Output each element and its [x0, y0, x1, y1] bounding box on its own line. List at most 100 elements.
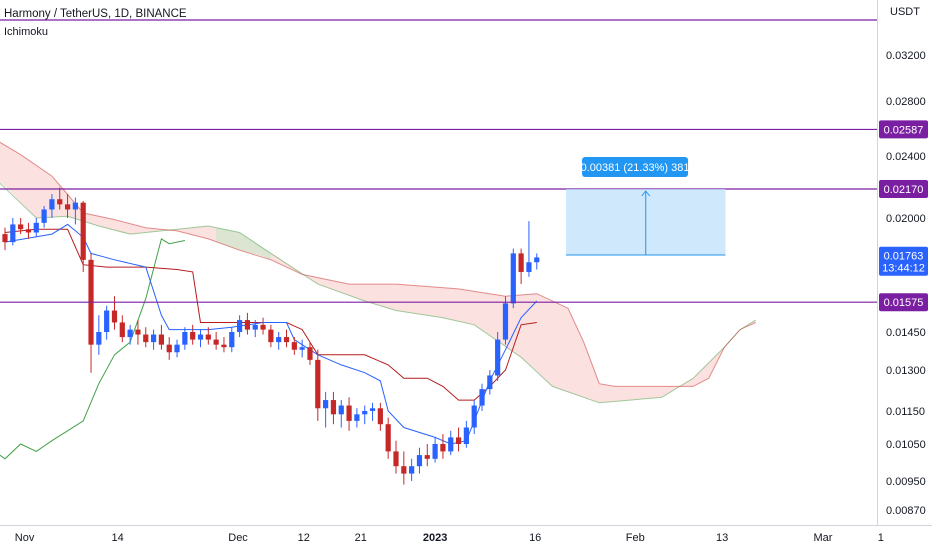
candle-body	[197, 334, 204, 340]
candle-body	[448, 437, 454, 452]
measure-tool[interactable]: 0.00381 (21.33%) 381	[566, 157, 726, 256]
indicator-label[interactable]: Ichimoku	[4, 26, 49, 38]
candle	[448, 430, 454, 456]
candle	[229, 327, 235, 353]
candle-body	[495, 339, 501, 376]
conversion-line	[4, 223, 538, 445]
candle-body	[346, 405, 352, 421]
candle-body	[237, 320, 243, 332]
y-tick-label: 0.03200	[886, 50, 926, 62]
candle	[111, 296, 118, 330]
candle	[25, 222, 32, 239]
candle-body	[401, 466, 407, 474]
candle	[534, 253, 540, 270]
current-price-tag[interactable]	[879, 246, 928, 276]
candle-body	[143, 334, 149, 343]
candle-body	[2, 234, 8, 243]
ichimoku-cloud	[0, 141, 756, 404]
level-price-label: 0.02587	[884, 124, 924, 136]
y-tick-label: 0.00870	[886, 505, 926, 517]
x-tick-label: 16	[529, 532, 541, 544]
candle-body	[510, 253, 516, 304]
candle	[49, 194, 55, 218]
time-axis[interactable]: Nov 14 Dec 12 21 2023 16 Feb 13 Mar 1	[0, 525, 932, 545]
candle-body	[518, 253, 524, 272]
candle	[276, 332, 282, 350]
level-price-label-bg	[879, 180, 928, 198]
level-price-label: 0.02170	[884, 184, 924, 196]
candle-body	[432, 444, 438, 459]
candle-body	[463, 427, 469, 444]
candle	[307, 342, 313, 365]
candle	[213, 332, 219, 350]
candle-body	[33, 222, 39, 233]
candle	[166, 337, 172, 360]
candle-body	[471, 405, 477, 428]
chart-title: Harmony / TetherUS, 1D, BINANCE	[4, 8, 187, 20]
x-tick-label: 2023	[423, 532, 447, 544]
candle-body	[424, 455, 430, 459]
candle	[526, 221, 532, 277]
candle-body	[502, 303, 509, 340]
candle	[72, 197, 78, 225]
candle	[283, 329, 290, 348]
candle-body	[307, 347, 313, 360]
candle-body	[49, 199, 55, 210]
candle-body	[229, 332, 235, 348]
candle-body	[64, 204, 71, 210]
current-price-label: 0.01763	[884, 251, 924, 263]
candles	[2, 187, 540, 485]
candle-body	[268, 329, 274, 343]
candle	[244, 312, 251, 335]
candle	[409, 458, 415, 481]
candle	[338, 400, 344, 428]
candle-body	[80, 202, 86, 260]
y-tick-label: 0.02800	[886, 96, 926, 108]
level-price-label-bg	[879, 120, 928, 139]
horizontal-levels[interactable]: 0.02587 0.02170 0.01575	[0, 19, 928, 312]
price-axis[interactable]: USDT 0.03200 0.02800 0.02400 0.02000 0.01450 0…	[877, 0, 929, 525]
candle	[495, 332, 501, 381]
candle-body	[135, 329, 141, 335]
candle-body	[377, 408, 383, 425]
candle	[252, 320, 258, 338]
candle-body	[25, 229, 32, 233]
candle	[401, 451, 407, 485]
candle	[205, 327, 211, 345]
candle-body	[416, 455, 423, 467]
candle-body	[252, 324, 258, 330]
candle	[96, 315, 102, 355]
candle	[346, 397, 352, 431]
candle	[174, 339, 180, 358]
candle	[299, 339, 305, 358]
candle-body	[244, 320, 251, 330]
candle-body	[283, 337, 290, 343]
candle	[369, 402, 376, 421]
candle	[143, 327, 149, 348]
candle	[502, 296, 509, 345]
candle-body	[57, 199, 63, 205]
x-tick-label: Dec	[228, 532, 248, 544]
candle	[416, 447, 423, 474]
measure-arrow-head	[641, 190, 651, 197]
candle-body	[174, 344, 180, 353]
candle	[182, 327, 188, 350]
candle	[2, 227, 8, 251]
candle	[268, 324, 274, 348]
bar-countdown-label: 13:44:12	[882, 263, 925, 275]
candle-body	[41, 209, 47, 223]
candle-body	[330, 400, 337, 415]
candle-body	[315, 359, 321, 409]
x-tick-label: 14	[111, 532, 123, 544]
candle	[80, 200, 86, 272]
candle-body	[362, 411, 368, 415]
y-tick-label: 0.00950	[886, 476, 926, 488]
candle-body	[276, 337, 282, 343]
leading-span-b	[0, 141, 756, 387]
candle-body	[205, 334, 211, 340]
candle	[158, 324, 164, 350]
candle-body	[96, 332, 102, 345]
candle	[237, 315, 243, 338]
candle-body	[323, 400, 329, 409]
